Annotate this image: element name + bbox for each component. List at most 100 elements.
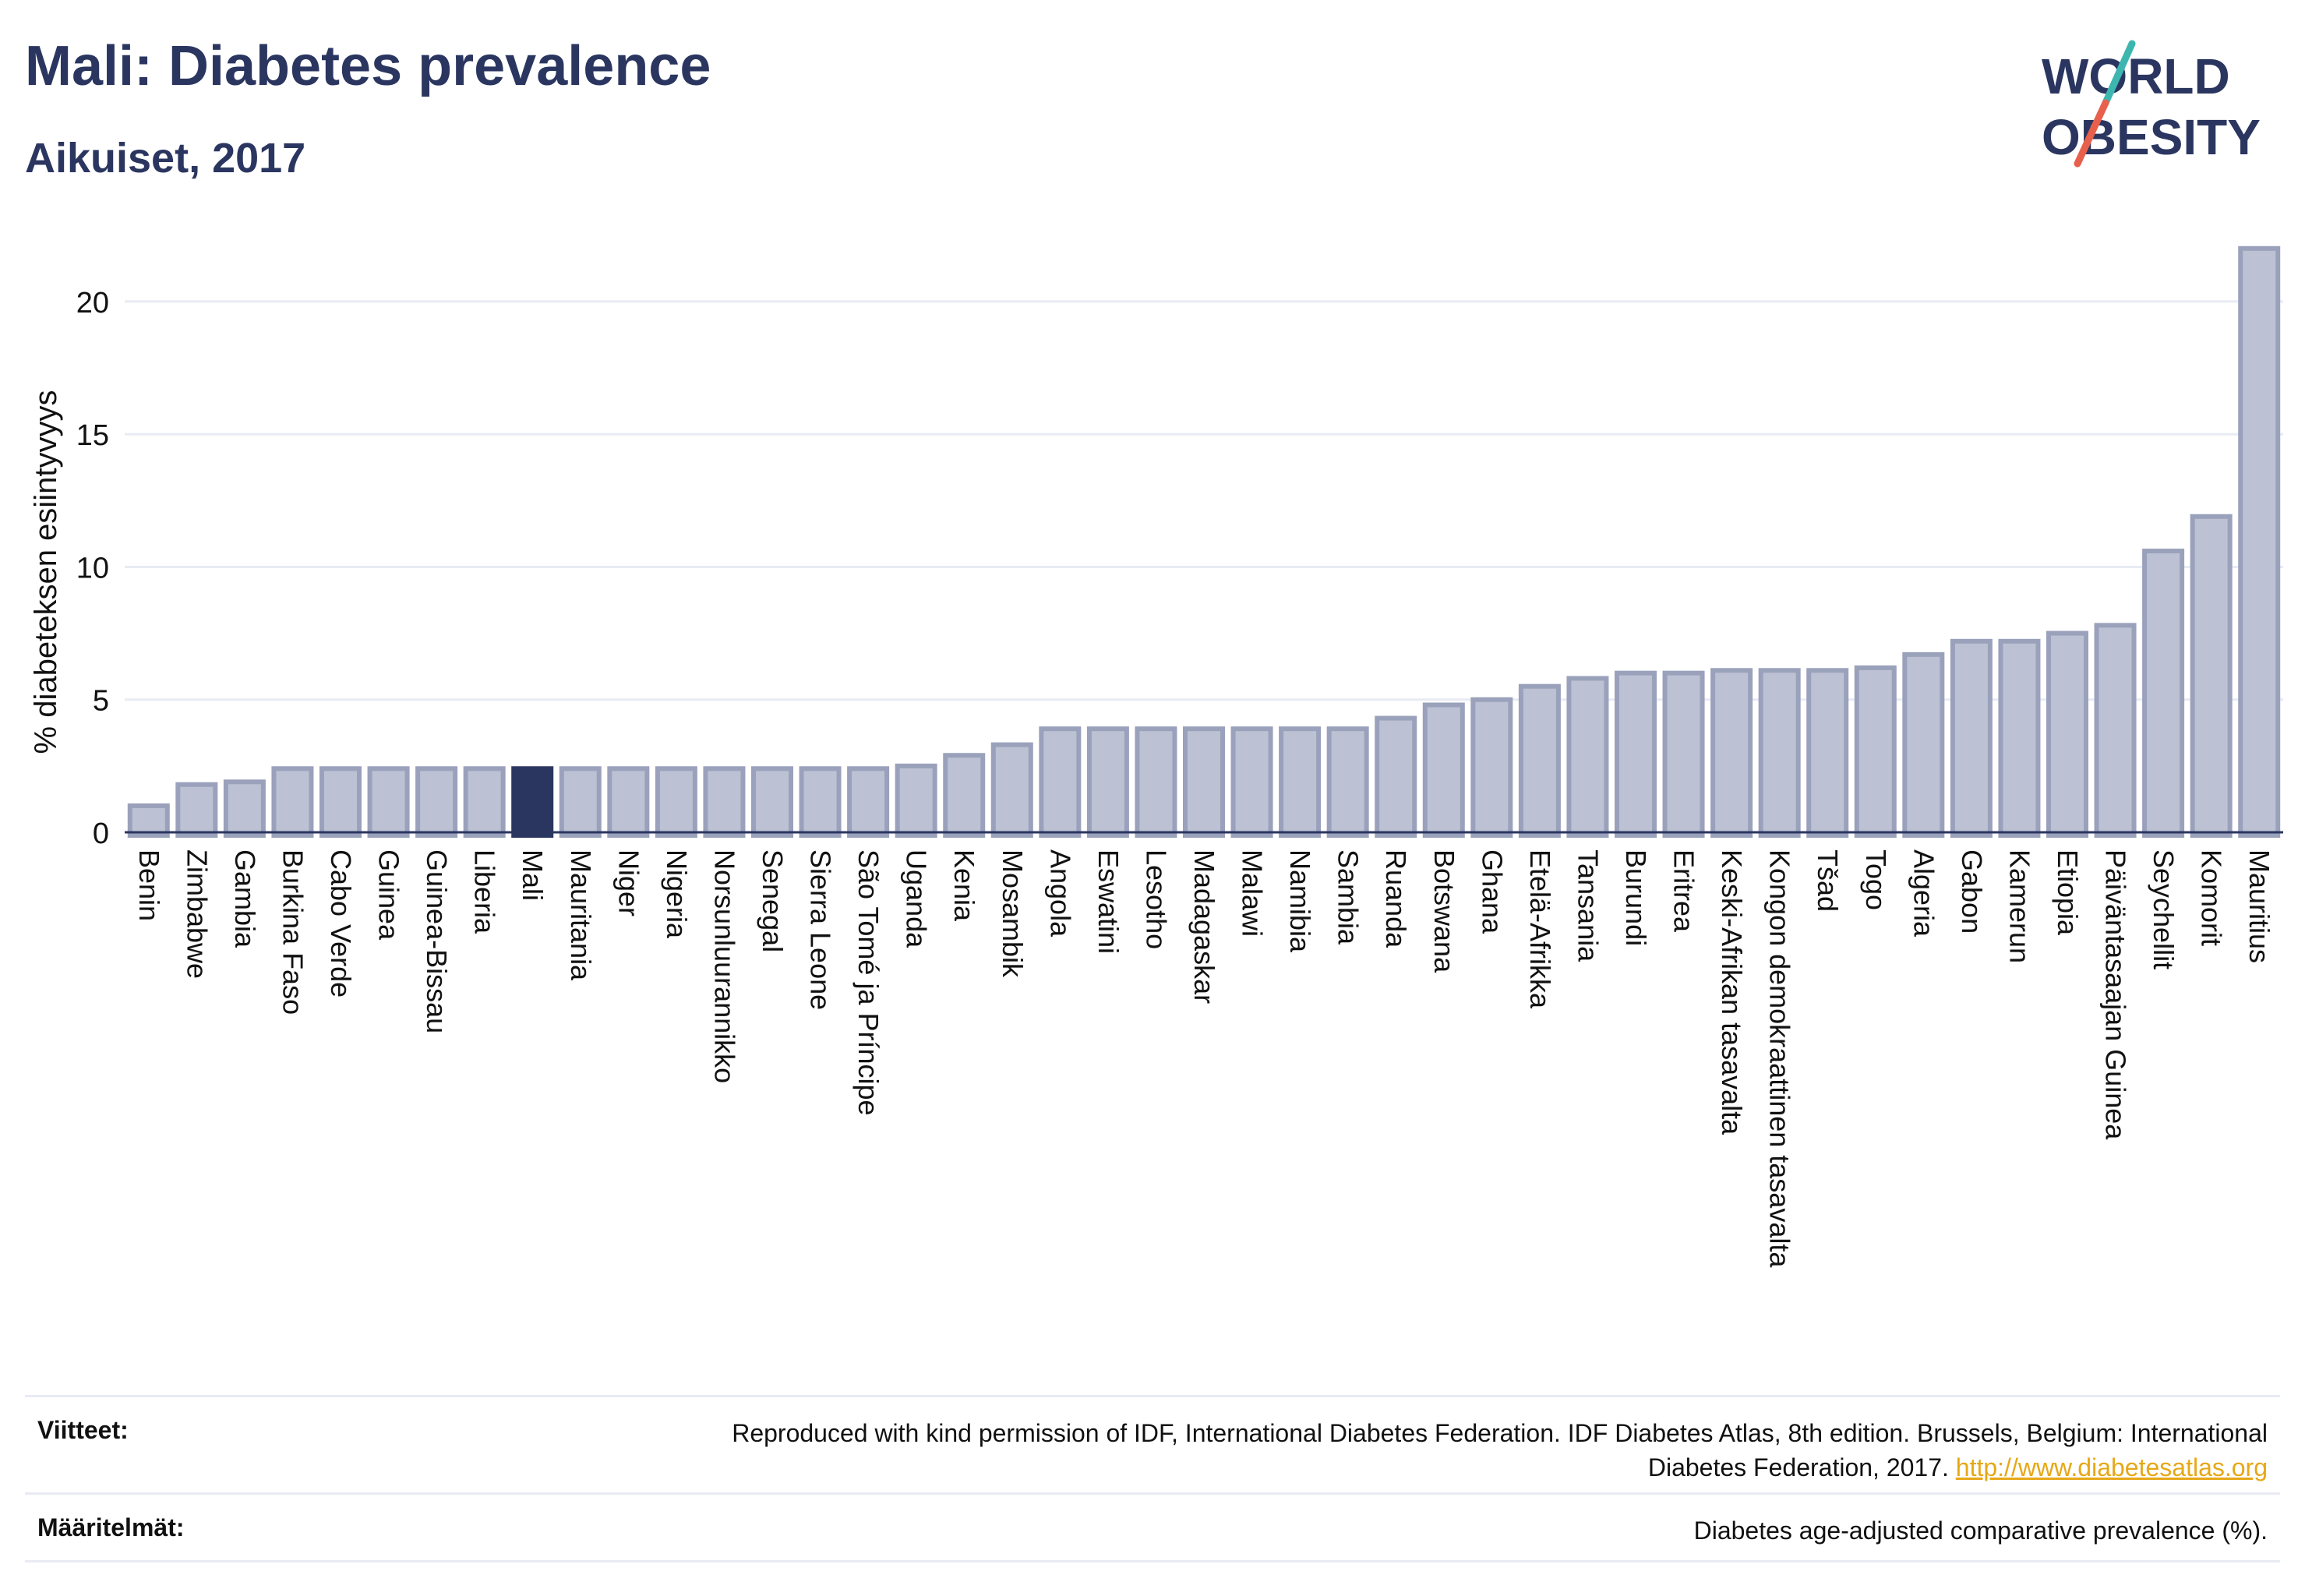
bar-guinea xyxy=(367,766,410,838)
bars xyxy=(127,245,2281,839)
bar-benin xyxy=(127,803,170,838)
x-tick-label: Zimbabwe xyxy=(181,849,213,979)
references-text: Reproduced with kind permission of IDF, … xyxy=(709,1416,2268,1492)
bar-p-iv-ntasaajan-guinea xyxy=(2094,623,2137,838)
bar-malawi xyxy=(1230,726,1273,839)
x-tick-label: Togo xyxy=(1860,849,1892,910)
x-tick-label: Sambia xyxy=(1333,849,1364,945)
x-tick-label: Senegal xyxy=(757,849,789,952)
bar-senegal xyxy=(750,766,794,838)
bar-keski-afrikan-tasavalta xyxy=(1710,668,1753,838)
x-tick-label: Etiopia xyxy=(2052,849,2084,936)
x-tick-label: Botswana xyxy=(1428,849,1460,973)
x-tick-label: Burkina Faso xyxy=(277,849,309,1015)
x-tick-label: Eritrea xyxy=(1668,849,1700,933)
bar-zimbabwe xyxy=(175,782,218,838)
x-tick-label: Niger xyxy=(612,849,644,916)
logo-slash-bottom xyxy=(2074,99,2109,168)
x-tick-label: Kongon demokraattinen tasavalta xyxy=(1764,849,1796,1268)
page-subtitle: Aikuiset, 2017 xyxy=(25,135,306,182)
y-tick-label: 0 xyxy=(93,817,109,850)
x-tick-label: Nigeria xyxy=(661,849,693,939)
bar-botswana xyxy=(1422,702,1465,838)
y-axis-ticks: 0 5 10 15 20 xyxy=(76,287,109,850)
x-tick-label: Guinea xyxy=(373,849,405,941)
x-tick-label: Benin xyxy=(133,849,165,921)
bar-madagaskar xyxy=(1182,726,1226,839)
y-axis-label: % diabeteksen esiintyvyys xyxy=(29,390,63,754)
x-tick-label: Mosambik xyxy=(997,849,1029,978)
bar-burkina-faso xyxy=(271,766,314,838)
bar-mauritius xyxy=(2238,245,2281,839)
bar-mauritania xyxy=(559,766,602,838)
x-axis-labels: Benin Zimbabwe Gambia Burkina Faso Cabo Verd… xyxy=(133,849,2275,1268)
x-tick-label: Tšad xyxy=(1812,849,1844,912)
references-body: Reproduced with kind permission of IDF, … xyxy=(732,1419,2268,1481)
bar-uganda xyxy=(895,763,937,838)
x-tick-label: São Tomé ja Príncipe xyxy=(852,849,884,1116)
bar-gabon xyxy=(1950,638,1993,838)
x-tick-label: Tansania xyxy=(1572,849,1604,962)
bar-t-ad xyxy=(1806,668,1849,838)
x-tick-label: Ghana xyxy=(1476,849,1508,934)
bar-seychellit xyxy=(2142,549,2185,838)
x-tick-label: Madagaskar xyxy=(1188,849,1220,1004)
x-tick-label: Malawi xyxy=(1237,849,1269,937)
x-tick-label: Mauritius xyxy=(2243,849,2275,963)
references-link[interactable]: http://www.diabetesatlas.org xyxy=(1955,1453,2268,1481)
page-title: Mali: Diabetes prevalence xyxy=(25,35,711,97)
x-tick-label: Ruanda xyxy=(1380,849,1412,948)
bar-togo xyxy=(1854,665,1897,838)
x-tick-label: Komorit xyxy=(2196,849,2228,946)
bar-ghana xyxy=(1470,697,1513,838)
bar-mali xyxy=(511,766,554,838)
x-tick-label: Burundi xyxy=(1620,849,1652,946)
bar-norsunluurannikko xyxy=(703,766,746,838)
logo-line-1: WORLD xyxy=(2042,48,2230,104)
bar-tansania xyxy=(1566,676,1609,839)
bar-guinea-bissau xyxy=(415,766,458,838)
bar-kongon-demokraattinen-tasavalta xyxy=(1758,668,1801,838)
bar-burundi xyxy=(1614,670,1657,838)
bar-s-o-tom-ja-pr-ncipe xyxy=(847,766,890,838)
y-tick-label: 15 xyxy=(76,419,109,452)
bar-cabo-verde xyxy=(319,766,362,838)
bar-gambia xyxy=(223,779,266,839)
bar-namibia xyxy=(1279,726,1322,839)
y-tick-label: 20 xyxy=(76,287,109,320)
bar-eswatini xyxy=(1086,726,1129,839)
x-tick-label: Mali xyxy=(517,849,549,901)
bar-sambia xyxy=(1326,726,1369,839)
bar-kenia xyxy=(943,753,986,838)
x-tick-label: Seychellit xyxy=(2148,849,2180,969)
x-tick-label: Norsunluurannikko xyxy=(708,849,740,1083)
references-label: Viitteet: xyxy=(37,1416,129,1444)
x-tick-label: Angola xyxy=(1044,849,1076,937)
bar-komorit xyxy=(2190,514,2233,839)
bar-ruanda xyxy=(1375,715,1417,838)
x-tick-label: Päiväntasaajan Guinea xyxy=(2100,849,2132,1140)
world-obesity-logo: WORLD OBESITY xyxy=(2042,40,2261,168)
bar-sierra-leone xyxy=(799,766,842,838)
bar-eritrea xyxy=(1662,670,1705,838)
bar-etel-afrikka xyxy=(1518,683,1561,838)
x-tick-label: Gambia xyxy=(229,849,261,948)
x-tick-label: Sierra Leone xyxy=(805,849,837,1010)
bar-niger xyxy=(607,766,650,838)
y-tick-label: 5 xyxy=(93,685,109,718)
bar-angola xyxy=(1039,726,1082,839)
bar-etiopia xyxy=(2046,630,2089,838)
x-tick-label: Mauritania xyxy=(565,849,597,981)
x-tick-label: Gabon xyxy=(1956,849,1988,934)
logo-slash-top xyxy=(2102,40,2136,107)
definitions-label: Määritelmät: xyxy=(37,1513,185,1541)
x-tick-label: Eswatini xyxy=(1092,849,1124,954)
bar-chart: 0 5 10 15 20 Benin Zimbabwe Gambia Burkina Faso… xyxy=(29,245,2283,1268)
x-tick-label: Lesotho xyxy=(1140,849,1172,949)
bar-kamerun xyxy=(1998,638,2041,838)
x-tick-label: Cabo Verde xyxy=(325,849,357,998)
x-tick-label: Kenia xyxy=(948,849,980,922)
footer: Viitteet: Reproduced with kind permissio… xyxy=(25,1395,2280,1562)
x-tick-label: Guinea-Bissau xyxy=(421,849,453,1033)
x-tick-label: Uganda xyxy=(901,849,933,948)
